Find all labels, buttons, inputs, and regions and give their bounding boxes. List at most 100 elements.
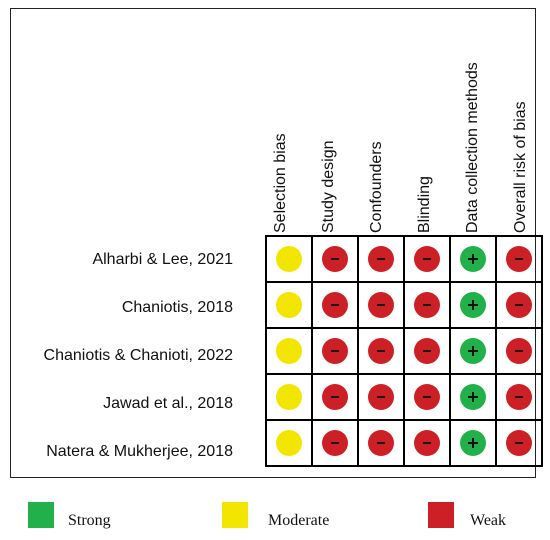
minus-icon xyxy=(376,346,386,356)
rating-cell xyxy=(359,329,405,375)
minus-icon xyxy=(330,346,340,356)
rating-weak-icon xyxy=(506,384,532,410)
study-label: Chaniotis, 2018 xyxy=(121,299,233,316)
rating-weak-icon xyxy=(368,430,394,456)
rating-weak-icon xyxy=(368,246,394,272)
minus-icon xyxy=(330,300,340,310)
rating-weak-icon xyxy=(414,246,440,272)
rating-cell xyxy=(313,283,359,329)
rating-weak-icon xyxy=(506,292,532,318)
rating-grid xyxy=(265,235,543,467)
column-header-label: Data collection methods xyxy=(464,62,481,233)
rating-strong-icon xyxy=(460,430,486,456)
minus-icon xyxy=(514,346,524,356)
rating-cell xyxy=(267,283,313,329)
column-header: Selection bias xyxy=(258,9,304,233)
minus-icon xyxy=(330,254,340,264)
minus-icon xyxy=(422,300,432,310)
rating-cell xyxy=(267,421,313,467)
rating-cell xyxy=(267,375,313,421)
rating-weak-icon xyxy=(414,292,440,318)
rating-moderate-icon xyxy=(276,246,302,272)
rating-weak-icon xyxy=(506,430,532,456)
rating-cell xyxy=(313,329,359,375)
column-header: Overall risk of bias xyxy=(498,9,544,233)
rating-cell xyxy=(497,421,543,467)
minus-icon xyxy=(376,392,386,402)
minus-icon xyxy=(514,392,524,402)
rating-cell xyxy=(313,375,359,421)
rating-cell xyxy=(359,375,405,421)
minus-icon xyxy=(330,392,340,402)
column-header: Blinding xyxy=(402,9,448,233)
rating-weak-icon xyxy=(506,338,532,364)
legend-swatch-weak xyxy=(428,502,454,528)
rating-cell xyxy=(451,329,497,375)
rating-cell xyxy=(497,237,543,283)
minus-icon xyxy=(422,254,432,264)
minus-icon xyxy=(422,346,432,356)
rating-cell xyxy=(359,237,405,283)
minus-icon xyxy=(376,300,386,310)
rating-strong-icon xyxy=(460,384,486,410)
rating-moderate-icon xyxy=(276,292,302,318)
legend-label-strong: Strong xyxy=(68,512,111,529)
rating-weak-icon xyxy=(322,292,348,318)
minus-icon xyxy=(514,300,524,310)
rating-cell xyxy=(497,283,543,329)
legend: Strong Moderate Weak xyxy=(0,498,550,538)
rating-strong-icon xyxy=(460,292,486,318)
minus-icon xyxy=(376,254,386,264)
rating-weak-icon xyxy=(368,338,394,364)
study-label: Jawad et al., 2018 xyxy=(103,395,233,412)
minus-icon xyxy=(422,392,432,402)
legend-label-weak: Weak xyxy=(470,512,507,529)
study-label: Chaniotis & Chanioti, 2022 xyxy=(43,347,233,364)
column-header-label: Study design xyxy=(320,140,337,233)
rating-cell xyxy=(451,421,497,467)
rating-strong-icon xyxy=(460,246,486,272)
rating-cell xyxy=(451,375,497,421)
rating-cell xyxy=(497,329,543,375)
rating-cell xyxy=(497,375,543,421)
legend-swatch-moderate xyxy=(222,502,248,528)
rating-cell xyxy=(267,237,313,283)
plus-icon xyxy=(468,254,478,264)
rating-cell xyxy=(451,283,497,329)
column-header: Confounders xyxy=(354,9,400,233)
column-header-label: Selection bias xyxy=(272,133,289,233)
rating-cell xyxy=(313,237,359,283)
rating-cell xyxy=(313,421,359,467)
risk-of-bias-panel: Selection bias Study design Confounders Bli… xyxy=(10,8,543,478)
rating-cell xyxy=(267,329,313,375)
rating-weak-icon xyxy=(414,384,440,410)
minus-icon xyxy=(330,438,340,448)
rating-cell xyxy=(405,421,451,467)
study-label: Natera & Mukherjee, 2018 xyxy=(46,443,233,460)
rating-moderate-icon xyxy=(276,338,302,364)
rating-cell xyxy=(359,421,405,467)
rating-cell xyxy=(359,283,405,329)
rating-cell xyxy=(405,283,451,329)
column-header: Study design xyxy=(306,9,352,233)
rating-weak-icon xyxy=(506,246,532,272)
rating-cell xyxy=(405,329,451,375)
legend-swatch-strong xyxy=(28,502,54,528)
column-header-label: Blinding xyxy=(416,176,433,233)
rating-weak-icon xyxy=(368,292,394,318)
minus-icon xyxy=(514,254,524,264)
plus-icon xyxy=(468,300,478,310)
column-header-label: Confounders xyxy=(368,141,385,233)
rating-cell xyxy=(451,237,497,283)
column-header-label: Overall risk of bias xyxy=(512,101,529,233)
minus-icon xyxy=(422,438,432,448)
rating-cell xyxy=(405,375,451,421)
plus-icon xyxy=(468,346,478,356)
column-header: Data collection methods xyxy=(450,9,496,233)
rating-weak-icon xyxy=(414,338,440,364)
legend-label-moderate: Moderate xyxy=(268,512,330,529)
minus-icon xyxy=(514,438,524,448)
rating-weak-icon xyxy=(322,384,348,410)
plus-icon xyxy=(468,392,478,402)
rating-moderate-icon xyxy=(276,430,302,456)
